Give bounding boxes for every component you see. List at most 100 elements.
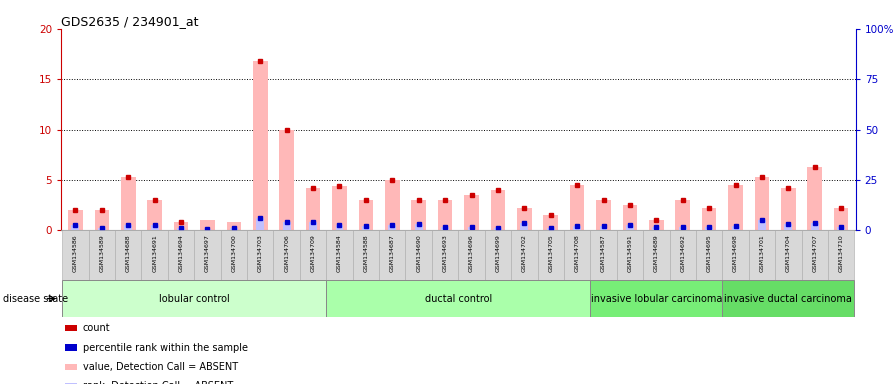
Text: GSM134586: GSM134586 [73, 234, 78, 271]
Bar [837, 227, 845, 230]
Bar [749, 230, 775, 280]
Text: GSM134584: GSM134584 [337, 234, 342, 271]
Bar [728, 185, 743, 230]
Bar [332, 186, 347, 230]
Text: GSM134693: GSM134693 [443, 234, 448, 272]
Bar [696, 230, 722, 280]
Text: GSM134696: GSM134696 [469, 234, 474, 271]
Bar [623, 205, 637, 230]
Bar [306, 188, 321, 230]
Text: disease state: disease state [3, 293, 68, 304]
Bar [834, 208, 849, 230]
Text: GSM134695: GSM134695 [707, 234, 711, 271]
Bar [616, 230, 643, 280]
Bar [775, 230, 802, 280]
Text: GSM134589: GSM134589 [99, 234, 104, 271]
Bar [388, 225, 396, 230]
Bar [669, 230, 696, 280]
Bar [511, 230, 538, 280]
Bar [65, 344, 77, 351]
Bar [676, 200, 690, 230]
Bar [406, 230, 432, 280]
Text: GDS2635 / 234901_at: GDS2635 / 234901_at [61, 15, 198, 28]
Bar [273, 230, 300, 280]
Text: rank, Detection Call = ABSENT: rank, Detection Call = ABSENT [82, 381, 233, 384]
Bar [652, 227, 660, 230]
Bar [564, 230, 590, 280]
Bar [168, 230, 194, 280]
Bar [148, 200, 162, 230]
Bar [358, 200, 373, 230]
Bar [379, 230, 406, 280]
Text: count: count [82, 323, 110, 333]
Text: invasive ductal carcinoma: invasive ductal carcinoma [724, 293, 852, 304]
Bar [65, 325, 77, 331]
Text: GSM134703: GSM134703 [258, 234, 263, 272]
Bar [415, 224, 423, 230]
Bar [300, 230, 326, 280]
Bar [464, 195, 478, 230]
Bar [326, 230, 353, 280]
Bar [142, 230, 168, 280]
Bar [702, 208, 717, 230]
Bar [230, 228, 237, 230]
Text: GSM134688: GSM134688 [125, 234, 131, 271]
Text: GSM134708: GSM134708 [574, 234, 580, 271]
Bar [362, 226, 370, 230]
Bar [65, 364, 77, 370]
Bar [283, 222, 290, 230]
Bar [326, 280, 590, 317]
Bar [89, 230, 115, 280]
Bar [784, 224, 792, 230]
Text: GSM134587: GSM134587 [601, 234, 606, 271]
Bar [220, 230, 247, 280]
Bar [253, 61, 268, 230]
Bar [174, 222, 188, 230]
Text: GSM134591: GSM134591 [627, 234, 633, 271]
Bar [802, 230, 828, 280]
Bar [643, 230, 669, 280]
Bar [491, 190, 505, 230]
Bar [599, 226, 607, 230]
Bar [194, 230, 220, 280]
Bar [203, 228, 211, 230]
Text: percentile rank within the sample: percentile rank within the sample [82, 343, 248, 353]
Bar [494, 228, 502, 230]
Bar [485, 230, 511, 280]
Text: GSM134707: GSM134707 [813, 234, 817, 272]
Bar [62, 230, 89, 280]
Bar [62, 280, 326, 317]
Text: GSM134705: GSM134705 [548, 234, 553, 271]
Bar [121, 177, 135, 230]
Bar [72, 225, 80, 230]
Text: GSM134697: GSM134697 [205, 234, 210, 272]
Text: GSM134706: GSM134706 [284, 234, 289, 271]
Bar [649, 220, 664, 230]
Bar [590, 280, 722, 317]
Bar [177, 228, 185, 230]
Bar [309, 222, 317, 230]
Text: GSM134690: GSM134690 [417, 234, 421, 271]
Text: GSM134700: GSM134700 [231, 234, 237, 271]
Bar [596, 200, 611, 230]
Bar [544, 215, 558, 230]
Bar [807, 167, 822, 230]
Bar [441, 227, 449, 230]
Bar [385, 180, 400, 230]
Text: invasive lobular carcinoma: invasive lobular carcinoma [590, 293, 722, 304]
Bar [200, 220, 215, 230]
Bar [353, 230, 379, 280]
Bar [115, 230, 142, 280]
Text: GSM134701: GSM134701 [760, 234, 764, 271]
Text: GSM134691: GSM134691 [152, 234, 157, 271]
Bar [411, 200, 426, 230]
Bar [95, 210, 109, 230]
Text: GSM134702: GSM134702 [521, 234, 527, 272]
Bar [227, 222, 241, 230]
Bar [125, 225, 133, 230]
Bar [538, 230, 564, 280]
Text: GSM134709: GSM134709 [311, 234, 315, 272]
Bar [705, 227, 713, 230]
Text: value, Detection Call = ABSENT: value, Detection Call = ABSENT [82, 362, 238, 372]
Bar [98, 228, 106, 230]
